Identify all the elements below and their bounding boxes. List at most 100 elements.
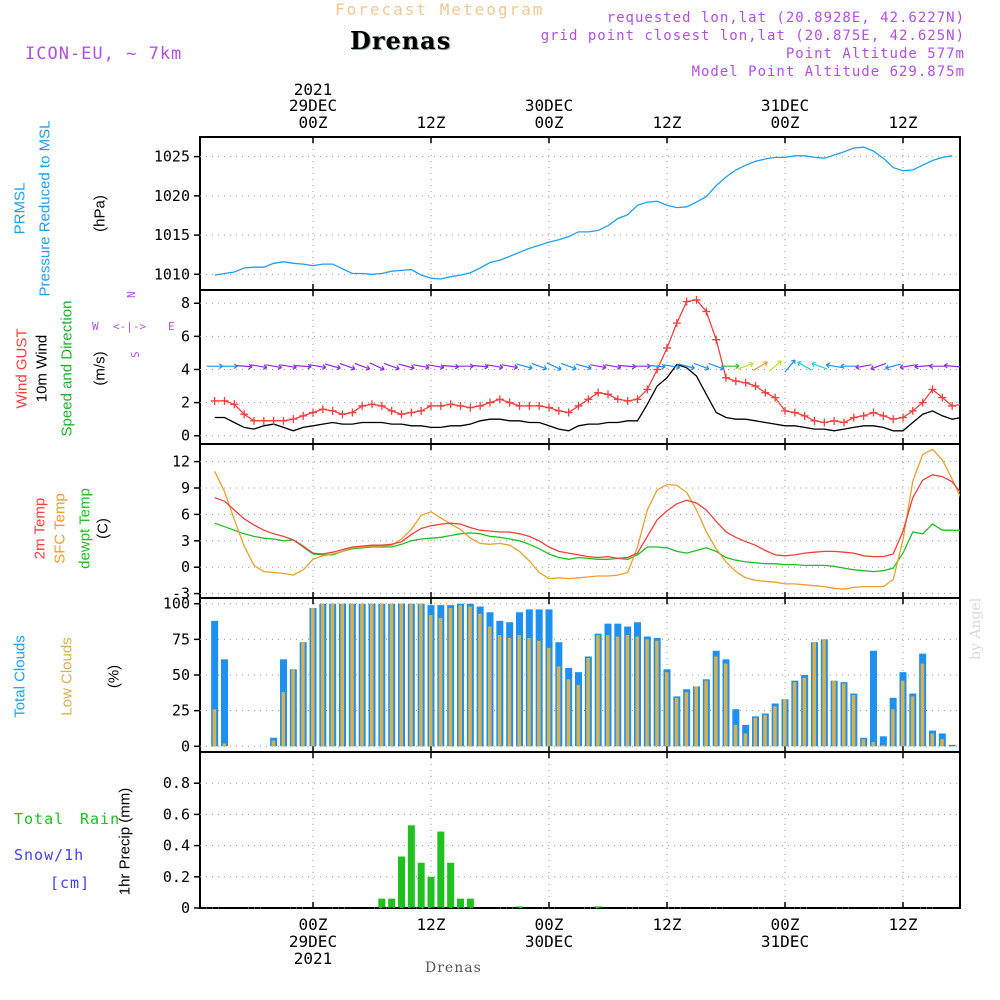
low-cloud-bar bbox=[851, 694, 856, 747]
total-cloud-bar bbox=[221, 659, 228, 747]
low-cloud-bar bbox=[704, 680, 708, 747]
wind-dir-arrow bbox=[516, 363, 533, 369]
chart-subtitle: Forecast Meteogram bbox=[335, 0, 545, 19]
ytick-label: 1020 bbox=[154, 187, 190, 205]
ytick-label: 12 bbox=[172, 453, 190, 471]
rain-bar bbox=[407, 825, 415, 908]
gust-marker bbox=[466, 403, 475, 412]
low-cloud-bar bbox=[940, 739, 944, 747]
ytick-label: 3 bbox=[181, 532, 190, 550]
wind-dir-arrow bbox=[753, 361, 768, 371]
compass-n: N bbox=[125, 291, 138, 298]
total-cloud-bar bbox=[870, 650, 877, 747]
low-cloud-bar bbox=[684, 692, 689, 747]
low-cloud-bar bbox=[733, 724, 738, 747]
low-cloud-bar bbox=[665, 672, 669, 747]
wind-dir-arrowhead bbox=[410, 364, 415, 371]
wind-dir-arrowhead bbox=[929, 363, 934, 370]
low-cloud-bar bbox=[920, 663, 925, 747]
gust-marker bbox=[928, 385, 937, 394]
low-cloud-bar bbox=[350, 603, 354, 747]
gust-marker bbox=[495, 395, 504, 404]
low-cloud-bar bbox=[881, 744, 885, 747]
gust-marker bbox=[820, 418, 829, 427]
total-cloud-bar bbox=[211, 620, 219, 747]
location-title: Drenas bbox=[350, 26, 452, 55]
low-cloud-bar bbox=[301, 642, 305, 747]
low-cloud-bar bbox=[379, 603, 384, 747]
top-time-label: 12Z bbox=[653, 113, 682, 132]
low-cloud-bar bbox=[468, 606, 472, 747]
wind-dir-arrowhead bbox=[513, 364, 518, 370]
ytick-label: 0 bbox=[181, 737, 190, 755]
wind-dir-arrowhead bbox=[248, 363, 253, 370]
gust-marker bbox=[633, 395, 642, 404]
wind-dir-arrow bbox=[309, 364, 326, 369]
bottom-time-label: 12Z bbox=[889, 915, 918, 934]
wind-dir-arrow bbox=[826, 364, 843, 369]
gust-marker bbox=[269, 416, 278, 425]
low-cloud-bar bbox=[822, 639, 826, 747]
wind-dir-arrow bbox=[708, 362, 724, 370]
gust-marker bbox=[731, 377, 740, 386]
low-cloud-bar bbox=[458, 605, 462, 747]
dewpt-line bbox=[214, 522, 960, 573]
wind-dir-arrow bbox=[784, 359, 796, 373]
low-cloud-bar bbox=[281, 692, 285, 747]
gust-marker bbox=[387, 406, 396, 415]
bottom-time-label: 00Z bbox=[535, 915, 564, 934]
gust-marker bbox=[889, 415, 898, 424]
low-cloud-bar bbox=[743, 733, 748, 747]
gust-marker bbox=[663, 343, 671, 352]
gust-marker bbox=[849, 413, 858, 422]
gust-marker bbox=[368, 400, 376, 409]
gust-marker bbox=[840, 418, 848, 427]
compass-w: W bbox=[92, 320, 99, 333]
gust-marker bbox=[446, 400, 455, 409]
ytick-label: 0.8 bbox=[163, 774, 190, 792]
wind-dir-arrowhead bbox=[587, 364, 592, 371]
low-cloud-bar bbox=[291, 669, 295, 747]
low-cloud-bar bbox=[861, 739, 866, 747]
gust-marker bbox=[397, 410, 406, 419]
ytick-label: 50 bbox=[172, 666, 190, 684]
gust-marker bbox=[545, 403, 553, 412]
wind-dir-arrowhead bbox=[616, 364, 622, 370]
wind-dir-arrowhead bbox=[825, 362, 831, 369]
gust-marker bbox=[456, 401, 465, 410]
wind-dir-arrow bbox=[427, 364, 444, 369]
wind-dir-arrow bbox=[619, 364, 636, 368]
low-cloud-bar bbox=[930, 733, 934, 747]
panel-frame-0 bbox=[199, 136, 961, 291]
low-cloud-bar bbox=[419, 603, 423, 747]
rain-bar bbox=[378, 898, 386, 908]
gust-marker bbox=[407, 408, 416, 417]
ytick-label: 100 bbox=[163, 595, 190, 613]
ytick-label: 75 bbox=[172, 630, 190, 648]
gust-marker bbox=[604, 390, 612, 399]
ytick-label: 1025 bbox=[154, 148, 190, 166]
gust-marker bbox=[564, 408, 573, 417]
low-cloud-bar bbox=[842, 683, 846, 747]
total-cloud-bar bbox=[948, 744, 956, 747]
ytick-label: 6 bbox=[181, 327, 190, 345]
temp2m-line bbox=[214, 474, 960, 560]
wind-dir-arrow bbox=[899, 364, 916, 369]
low-cloud-bar bbox=[901, 680, 905, 747]
low-cloud-bar bbox=[655, 640, 659, 747]
precip-label-rain: Rain bbox=[80, 810, 121, 828]
gust-marker bbox=[938, 393, 947, 402]
low-cloud-bar bbox=[389, 603, 394, 747]
wind-dir-arrowhead bbox=[395, 365, 400, 371]
top-time-label: 31DEC bbox=[761, 96, 809, 115]
low-cloud-bar bbox=[724, 663, 728, 747]
wind-speed-line bbox=[214, 363, 960, 432]
ytick-label: -3 bbox=[172, 585, 190, 603]
ytick-label: 8 bbox=[181, 294, 190, 312]
wind-dir-arrow bbox=[250, 364, 267, 369]
low-cloud-bar bbox=[330, 603, 335, 747]
gust-marker bbox=[790, 408, 799, 417]
low-cloud-bar bbox=[753, 717, 757, 747]
wind-dir-arrow bbox=[768, 360, 782, 372]
top-year: 2021 bbox=[294, 80, 333, 99]
